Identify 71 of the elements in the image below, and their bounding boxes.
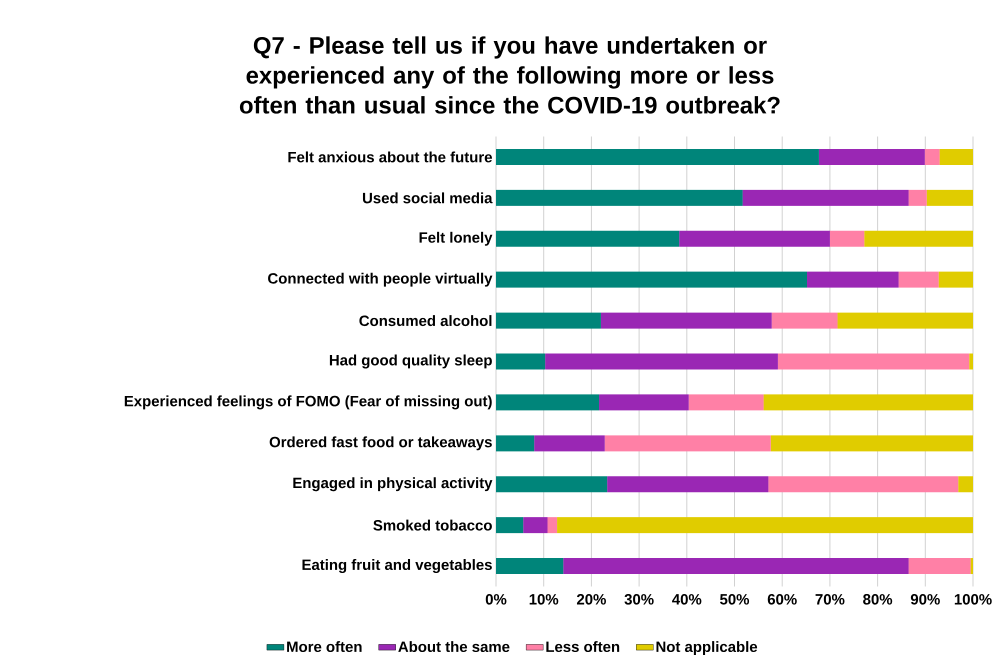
bar [557, 517, 974, 534]
bar [864, 230, 974, 247]
bar [742, 190, 909, 206]
bar [772, 312, 838, 329]
y-tick-label: Smoked tobacco [373, 520, 492, 531]
legend-label: Less often [546, 641, 620, 652]
bar [604, 435, 771, 452]
x-tick-label: 90% [910, 594, 940, 605]
bar [496, 272, 808, 288]
y-tick-label: Engaged in physical activity [293, 477, 492, 492]
x-tick-label: 0% [486, 594, 506, 605]
bar [807, 272, 899, 288]
bar [548, 517, 558, 534]
bar [818, 148, 925, 165]
bar [969, 354, 974, 370]
bar [496, 558, 564, 574]
y-tick-label: Had good quality sleep [330, 354, 492, 369]
chart-title: Q7 - Please tell us if you have undertaken or experienced any of the following more or less often than usual since the COVID-19 outbreak? [240, 36, 780, 114]
x-tick-label: 80% [863, 594, 892, 605]
bar [496, 148, 819, 165]
x-tick-label: 70% [816, 594, 844, 605]
bar [496, 517, 524, 534]
bar [679, 230, 830, 247]
y-tick-label: Connected with people virtually [268, 272, 492, 287]
bar [496, 476, 608, 492]
legend-label: More often [287, 641, 362, 652]
x-tick-label: 20% [576, 594, 606, 605]
y-tick-label: Consumed alcohol [359, 315, 492, 326]
bar [940, 148, 974, 165]
legend-label: About the same [398, 641, 510, 652]
bar [496, 190, 743, 206]
bar [908, 558, 971, 574]
bar [523, 517, 548, 534]
y-tick-label: Experienced feelings of FOMO (Fear of missing out) [124, 395, 492, 410]
y-tick-label: Eating fruit and vegetables [302, 559, 492, 574]
y-tick-label: Ordered fast food or takeaways [270, 436, 492, 450]
bar [938, 272, 974, 288]
y-tick-label: Used social media [362, 192, 493, 204]
bar [764, 394, 974, 410]
bar [496, 312, 601, 329]
y-tick-label: Felt anxious about the future [288, 151, 492, 162]
bar [830, 230, 864, 247]
bar [600, 312, 772, 329]
bar [898, 272, 939, 288]
bar [770, 435, 974, 452]
bar [924, 148, 940, 165]
bar [908, 190, 927, 206]
x-tick-label: 50% [720, 594, 750, 605]
bar [545, 354, 778, 370]
x-tick-label: 10% [530, 594, 558, 605]
x-tick-label: 60% [768, 594, 797, 605]
bar [496, 230, 680, 247]
bar [563, 558, 909, 574]
bar [838, 312, 974, 329]
bar [607, 476, 768, 492]
y-tick-label: Felt lonely [420, 232, 492, 246]
bar [599, 394, 689, 410]
bar [970, 558, 974, 574]
bar [778, 354, 970, 370]
x-tick-label: 40% [672, 594, 702, 605]
bar [534, 435, 605, 452]
bar [768, 476, 958, 492]
bar [688, 394, 764, 410]
legend-label: Not applicable [656, 641, 758, 656]
bar [958, 476, 974, 492]
bar [496, 354, 546, 370]
x-tick-label: 30% [624, 594, 654, 605]
bar [496, 394, 600, 410]
x-tick-label: 100% [954, 594, 992, 605]
bar [496, 435, 534, 452]
bar [926, 190, 974, 206]
